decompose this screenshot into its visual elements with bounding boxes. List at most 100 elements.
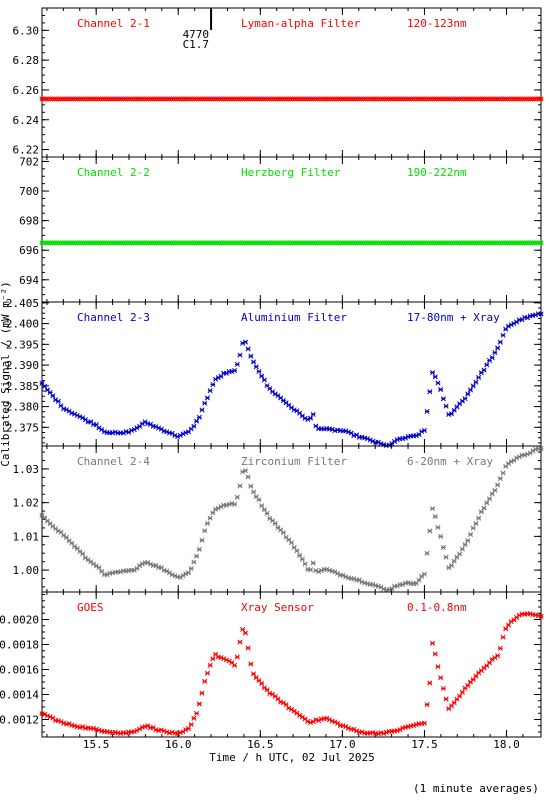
data-point	[443, 696, 449, 702]
data-point	[500, 332, 506, 338]
x-axis: 15.5 16.0 16.5 17.0 17.5 18.0	[83, 738, 520, 751]
data-point	[250, 359, 257, 365]
panel-5: 0.0012 0.0014 0.0016 0.0018 0.0020 GOES Xray S…	[0, 591, 544, 738]
data-point	[194, 553, 200, 559]
data-point	[188, 565, 194, 572]
data-point	[261, 377, 267, 383]
panel-label: Aluminium Filter	[241, 311, 347, 324]
panel-2: 694 696 698 700 702 Channel 2-2 Herzberg Filte…	[19, 155, 544, 303]
x-tick-label: 17.5	[411, 738, 438, 751]
data-point	[210, 510, 216, 516]
data-point	[250, 489, 257, 495]
panel-label: 17-80nm + Xray	[407, 311, 500, 324]
data-point	[264, 510, 270, 517]
data-point	[256, 497, 262, 503]
data-point	[473, 673, 479, 679]
y-tick-label: 6.26	[13, 84, 40, 97]
panel-label: Zirconium Filter	[241, 455, 347, 468]
data-point	[440, 396, 446, 402]
data-points	[39, 240, 544, 246]
y-tick-label: 2.395	[6, 338, 39, 351]
data-point	[500, 634, 506, 640]
data-point	[538, 311, 544, 317]
panel-label: Channel 2-1	[77, 17, 150, 30]
data-point	[231, 501, 238, 507]
data-point	[429, 640, 436, 646]
data-point	[424, 550, 430, 556]
data-point	[492, 487, 498, 493]
y-tick-label: 698	[19, 215, 39, 228]
data-point	[459, 689, 465, 695]
data-point	[261, 507, 267, 513]
data-point	[432, 374, 438, 380]
data-point	[476, 374, 482, 381]
panel-3: 2.375 2.380 2.385 2.390 2.395 2.400 2.405 Chann…	[6, 297, 544, 449]
data-point	[538, 613, 544, 619]
data-point	[231, 367, 238, 374]
data-point	[248, 661, 254, 667]
data-point	[497, 475, 503, 482]
data-point	[505, 622, 512, 628]
data-point	[457, 551, 463, 557]
data-point	[495, 482, 501, 488]
data-point	[429, 370, 436, 376]
data-point	[55, 398, 61, 404]
y-tick-label: 2.380	[6, 401, 39, 414]
data-point	[294, 548, 300, 554]
data-point	[443, 554, 449, 560]
data-point	[500, 470, 506, 476]
data-point	[288, 540, 295, 546]
data-point	[259, 373, 265, 379]
data-point	[207, 515, 213, 521]
data-point	[259, 680, 265, 686]
data-point	[538, 445, 544, 451]
data-point	[310, 560, 316, 566]
x-tick-label: 16.0	[165, 738, 192, 751]
panel-label: 120-123nm	[407, 17, 467, 30]
data-point	[538, 240, 544, 246]
data-point	[478, 509, 484, 515]
panel-label: Channel 2-3	[77, 311, 150, 324]
data-point	[470, 525, 476, 531]
data-point	[435, 664, 441, 670]
data-point	[481, 367, 487, 373]
data-point	[207, 388, 213, 394]
data-points	[39, 96, 544, 102]
panel-label: GOES	[77, 601, 104, 614]
data-point	[538, 96, 544, 102]
data-point	[291, 544, 297, 550]
data-point	[42, 383, 48, 389]
data-point	[272, 520, 278, 527]
data-point	[495, 653, 501, 659]
data-point	[240, 626, 246, 632]
data-point	[80, 551, 86, 557]
data-point	[421, 427, 427, 434]
data-point	[451, 700, 457, 706]
data-point	[259, 503, 265, 509]
data-point	[210, 382, 216, 388]
data-point	[462, 542, 468, 548]
panel-1: 6.22 6.24 6.26 6.28 6.30 Channel 2-1 Lyman-alp…	[13, 7, 544, 158]
data-point	[204, 395, 210, 401]
y-tick-label: 2.405	[6, 297, 39, 310]
data-point	[416, 577, 422, 583]
panel-frame	[41, 7, 542, 158]
data-point	[188, 721, 194, 728]
y-tick-label: 2.400	[6, 318, 39, 331]
data-point	[248, 483, 254, 489]
data-point	[253, 364, 259, 370]
panel-label: 6-20nm + Xray	[407, 455, 493, 468]
data-point	[497, 645, 503, 651]
data-point	[484, 362, 490, 368]
data-point	[248, 353, 254, 359]
data-point	[280, 530, 286, 536]
data-point	[470, 383, 476, 389]
data-point	[462, 396, 468, 402]
data-point	[242, 339, 248, 345]
data-point	[234, 654, 240, 660]
data-point	[489, 491, 495, 497]
data-point	[438, 387, 444, 393]
data-point	[432, 651, 438, 657]
data-point	[492, 350, 498, 356]
